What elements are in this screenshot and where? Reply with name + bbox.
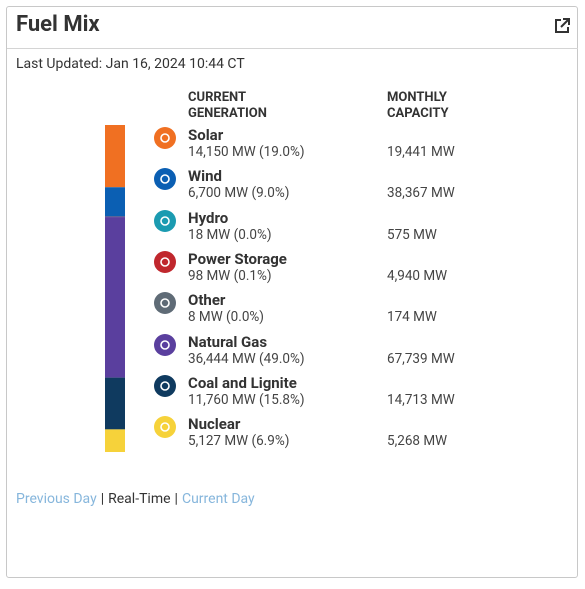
divider (7, 48, 578, 49)
fuel-icon (154, 292, 176, 315)
column-header: CURRENT GENERATION (188, 90, 267, 122)
fuel-name: Power Storage (188, 249, 287, 268)
fuel-icon (154, 250, 176, 273)
fuel-icon (154, 374, 176, 397)
fuel-capacity: 4,940 MW (387, 267, 448, 284)
header-line: MONTHLY (387, 90, 447, 105)
last-updated: Last Updated: Jan 16, 2024 10:44 CT (16, 56, 245, 72)
icon-bg (154, 292, 176, 315)
icon-bg (154, 127, 176, 149)
bar-segment (105, 187, 125, 217)
icon-glyph (160, 257, 170, 267)
fuel-name: Wind (188, 167, 222, 186)
icon-glyph (160, 339, 170, 350)
fuel-name: Other (188, 291, 226, 310)
separator: | (174, 491, 178, 507)
card (6, 6, 578, 578)
fuel-generation: 8 MW (0.0%) (188, 309, 264, 326)
nav-link[interactable]: Current Day (181, 491, 255, 507)
title: Fuel Mix (16, 12, 100, 37)
icon-bg (154, 209, 176, 232)
fuel-name: Coal and Lignite (188, 373, 297, 392)
separator: | (100, 491, 105, 507)
footer-nav: Previous Day | Real-Time | Current Day (16, 491, 255, 507)
icon-bg (154, 374, 176, 397)
bar-segment (105, 377, 125, 430)
header-line: CAPACITY (387, 106, 449, 121)
icon-bg (154, 333, 176, 356)
header-line: GENERATION (188, 106, 267, 121)
fuel-icon (154, 127, 176, 149)
nav-link: Real-Time (108, 491, 171, 507)
fuel-icon (154, 333, 176, 356)
icon-glyph (160, 133, 170, 143)
bar-segment (105, 125, 125, 188)
fuel-name: Hydro (188, 208, 229, 227)
fuel-generation: 14,150 MW (19.0%) (188, 144, 305, 160)
fuel-icon (154, 416, 176, 439)
fuel-icon (154, 168, 176, 191)
fuel-capacity: 67,739 MW (387, 350, 455, 367)
fuel-capacity: 19,441 MW (387, 144, 455, 160)
fuel-bar (105, 125, 125, 452)
icon-glyph (160, 422, 170, 432)
icon-bg (154, 250, 176, 273)
column-header: MONTHLY CAPACITY (387, 90, 449, 122)
nav-link[interactable]: Previous Day (16, 491, 97, 507)
fuel-generation: 6,700 MW (9.0%) (188, 185, 290, 202)
fuel-generation: 11,760 MW (15.8%) (188, 391, 305, 408)
fuel-generation: 18 MW (0.0%) (188, 226, 272, 243)
bar-segment (105, 217, 125, 378)
icon-glyph (160, 298, 170, 308)
fuel-capacity: 38,367 MW (387, 185, 455, 202)
fuel-icon (154, 209, 176, 232)
open-external[interactable] (553, 17, 571, 35)
fuel-name: Nuclear (188, 415, 241, 434)
fuel-capacity: 14,713 MW (387, 391, 455, 408)
fuel-capacity: 174 MW (387, 309, 437, 326)
fuel-capacity: 575 MW (387, 226, 437, 243)
header-line: CURRENT (188, 90, 247, 105)
icon-glyph (160, 380, 170, 391)
fuel-name: Natural Gas (188, 332, 268, 351)
fuel-generation: 5,127 MW (6.9%) (188, 433, 290, 450)
fuel-capacity: 5,268 MW (387, 433, 448, 450)
icon-glyph (160, 174, 170, 185)
bar-segment (105, 429, 125, 452)
icon-bg (154, 168, 176, 191)
icon-glyph (160, 215, 170, 226)
icon-bg (154, 416, 176, 439)
fuel-generation: 98 MW (0.1%) (188, 267, 272, 284)
fuel-name: Solar (188, 126, 224, 144)
fuel-generation: 36,444 MW (49.0%) (188, 350, 305, 367)
